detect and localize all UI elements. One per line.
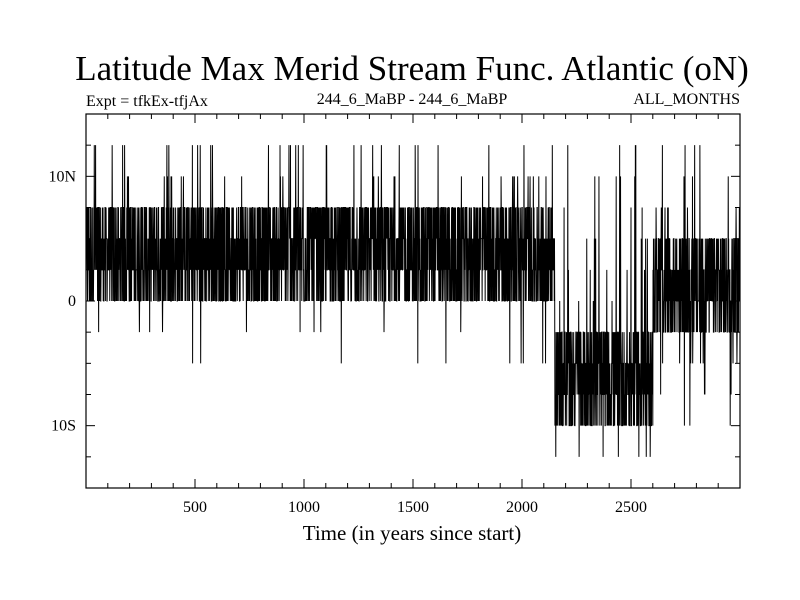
y-tick-label: 10S: [51, 418, 76, 435]
y-tick-label: 0: [68, 293, 76, 310]
y-tick-label: 10N: [48, 168, 76, 185]
series-layer: [85, 145, 741, 457]
period-label: 244_6_MaBP - 244_6_MaBP: [317, 91, 508, 108]
chart-title: Latitude Max Merid Stream Func. Atlantic…: [75, 49, 749, 88]
x-tick-label: 2000: [506, 499, 538, 516]
plot-frame: [85, 113, 741, 489]
series-line: [85, 145, 741, 457]
ticks-layer: 500 1000 1500 2000 2500 10N 0 10S: [48, 114, 740, 516]
x-axis-label: Time (in years since start): [303, 521, 522, 545]
x-tick-label: 2500: [615, 499, 647, 516]
months-label: ALL_MONTHS: [633, 91, 740, 108]
x-tick-label: 1000: [288, 499, 320, 516]
x-tick-label: 1500: [397, 499, 429, 516]
experiment-label: Expt = tfkEx-tfjAx: [86, 93, 208, 110]
x-tick-label: 500: [183, 499, 207, 516]
